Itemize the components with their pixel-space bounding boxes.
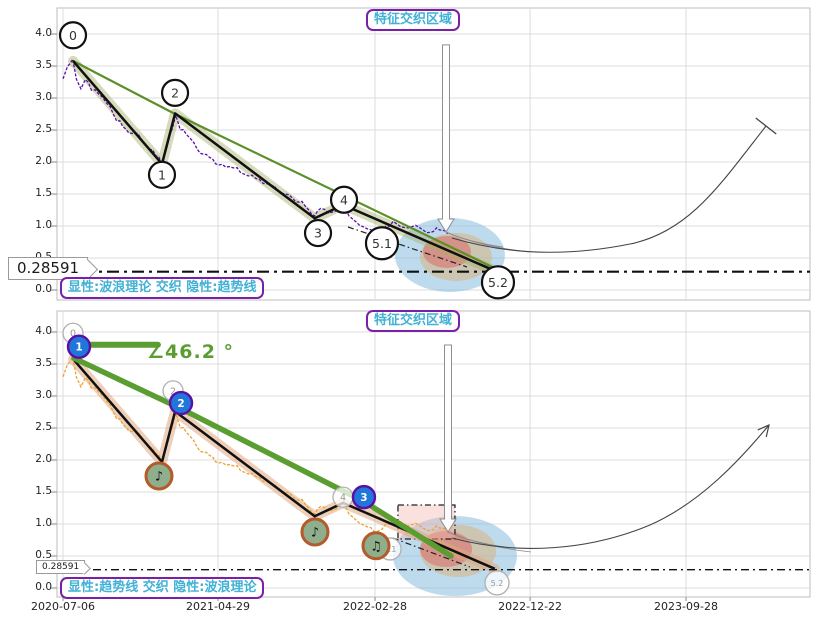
wave-marker-2[interactable]: [168, 390, 194, 416]
feature-zone-badge-top[interactable]: 特征交织区域: [366, 9, 461, 31]
mode-label-top[interactable]: 显性:波浪理论 交织 隐性:趋势线: [60, 277, 265, 299]
y-axis-label: 2.5: [35, 123, 52, 135]
curve-arrowhead: [757, 423, 770, 438]
wave-marker-4[interactable]: [329, 185, 359, 214]
wave-marker-1[interactable]: [66, 334, 92, 359]
wave-marker-label: 5.2: [491, 579, 504, 588]
wave-marker-label: 0: [70, 329, 76, 340]
y-axis-label: 3.0: [35, 389, 52, 401]
wave-line[interactable]: [72, 60, 496, 272]
wave-marker-label: 4: [340, 493, 346, 504]
wave-marker-label: 0: [69, 28, 77, 43]
feature-zone-badge-bottom[interactable]: 特征交织区域: [366, 310, 461, 332]
wave-marker-3[interactable]: [351, 484, 377, 510]
down-arrow[interactable]: [439, 344, 457, 533]
ref-price-callout-top[interactable]: 0.28591: [8, 257, 89, 280]
forecast-curve[interactable]: [451, 125, 767, 253]
y-axis-label: 1.0: [35, 517, 52, 529]
wave-marker-5.1[interactable]: [364, 226, 400, 261]
trend-line[interactable]: [71, 355, 454, 559]
curve-end-bar: [755, 117, 777, 135]
y-axis-label: 0.0: [35, 283, 52, 295]
wave-marker-label: ♫: [370, 539, 382, 554]
wave-marker-5.2[interactable]: [484, 570, 510, 596]
wave-marker-label: 2: [170, 386, 176, 397]
y-axis-label: 2.0: [35, 155, 52, 167]
wave-marker-label: 5.2: [488, 275, 508, 290]
down-arrow[interactable]: [437, 44, 455, 233]
x-axis-label: 2022-12-22: [498, 600, 563, 613]
y-axis-label: 2.0: [35, 453, 52, 465]
y-axis-label: 3.0: [35, 91, 52, 103]
price-line[interactable]: [62, 57, 449, 235]
wave-marker-label: 4: [340, 192, 348, 207]
wave-marker-label: ♪: [311, 526, 319, 541]
y-axis-label: 1.5: [35, 485, 52, 497]
fan-strand: [447, 531, 532, 553]
wave-marker-0[interactable]: [58, 21, 88, 50]
wave-line[interactable]: [72, 358, 496, 570]
x-axis-label: 2020-07-06: [31, 600, 95, 613]
channel-dashdot-line: [392, 537, 471, 568]
wave-marker-2[interactable]: [160, 78, 190, 107]
wave-marker-label: 5.1: [372, 236, 392, 251]
trend-angle-label[interactable]: ∠46.2 °: [147, 341, 235, 363]
y-axis-label: 0.0: [35, 581, 52, 593]
wave-marker-3[interactable]: [303, 218, 333, 248]
wave-marker-label: 2: [177, 398, 184, 410]
wave-marker-label: 2: [171, 85, 179, 100]
y-axis-label: 0.5: [35, 549, 52, 561]
wave-marker-label: 3: [314, 226, 322, 241]
forecast-curve[interactable]: [451, 424, 770, 549]
wave-marker-♪[interactable]: [144, 461, 174, 491]
price-line[interactable]: [62, 355, 449, 533]
x-axis-label: 2022-02-28: [343, 600, 407, 613]
y-axis-label: 3.5: [35, 59, 52, 71]
y-axis-label: 2.5: [35, 421, 52, 433]
wave-marker-label: 1: [158, 167, 166, 182]
ref-price-callout-bottom[interactable]: 0.28591: [36, 560, 86, 574]
wave-marker-♫[interactable]: [361, 531, 391, 561]
y-axis-label: 3.5: [35, 357, 52, 369]
wave-marker-♪[interactable]: [300, 517, 330, 547]
wave-marker-5.2[interactable]: [480, 265, 516, 300]
wave-marker-label: 3: [360, 492, 367, 504]
wave-marker-label: ♪: [155, 470, 163, 485]
mode-label-bottom[interactable]: 显性:趋势线 交织 隐性:波浪理论: [60, 577, 265, 599]
wave-marker-1[interactable]: [147, 160, 177, 189]
y-axis-label: 1.5: [35, 187, 52, 199]
channel-dashdot-line: [347, 226, 468, 268]
x-axis-label: 2021-04-29: [186, 600, 250, 613]
x-axis-label: 2023-09-28: [654, 600, 718, 613]
y-axis-label: 1.0: [35, 219, 52, 231]
wave-marker-label: 1: [75, 342, 82, 354]
y-axis-label: 4.0: [35, 325, 52, 337]
y-axis-label: 4.0: [35, 27, 52, 39]
